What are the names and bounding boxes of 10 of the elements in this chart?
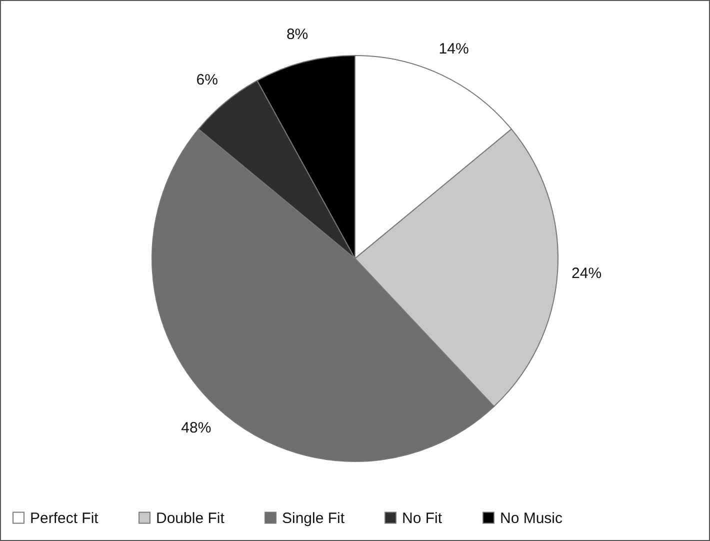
legend-label: No Fit	[402, 510, 443, 527]
data-label: 48%	[181, 420, 212, 437]
data-label: 24%	[572, 265, 602, 282]
data-label: 6%	[196, 72, 218, 89]
data-label: 8%	[286, 26, 308, 43]
legend-label: Perfect Fit	[30, 510, 100, 527]
legend-label: Double Fit	[156, 510, 226, 527]
legend-label: No Music	[500, 510, 564, 527]
legend-label: Single Fit	[282, 510, 346, 527]
data-label: 14%	[438, 40, 469, 58]
